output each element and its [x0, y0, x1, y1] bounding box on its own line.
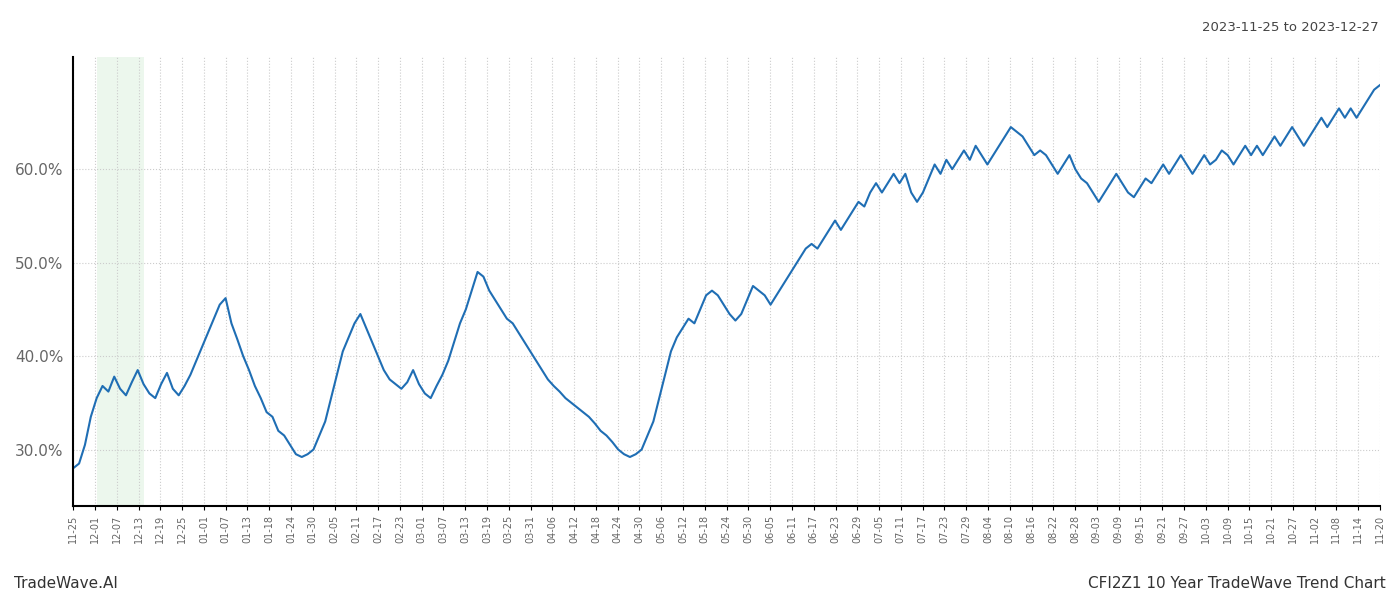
Bar	[97, 57, 144, 506]
Text: CFI2Z1 10 Year TradeWave Trend Chart: CFI2Z1 10 Year TradeWave Trend Chart	[1088, 576, 1386, 591]
Text: TradeWave.AI: TradeWave.AI	[14, 576, 118, 591]
Text: 2023-11-25 to 2023-12-27: 2023-11-25 to 2023-12-27	[1203, 21, 1379, 34]
